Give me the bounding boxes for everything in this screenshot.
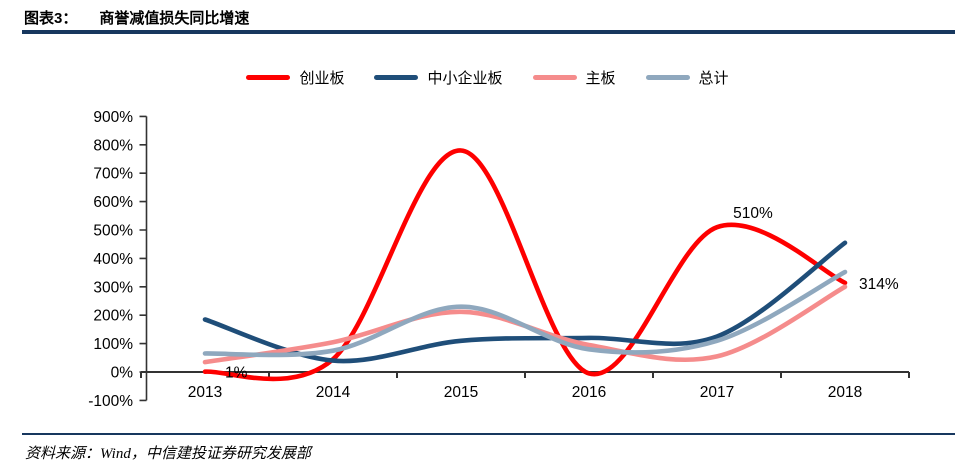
legend-label: 总计: [698, 70, 729, 87]
chart-legend: 创业板 中小企业板 主板 总计: [0, 67, 975, 88]
footer-divider: [22, 433, 955, 435]
legend-label: 创业板: [299, 70, 345, 87]
legend-label: 中小企业板: [427, 70, 503, 87]
y-axis: [139, 115, 148, 402]
legend-swatch: [374, 75, 419, 80]
x-axis-tick-label: 2013: [188, 384, 222, 401]
data-label-2: 510%: [733, 205, 773, 222]
y-axis-tick-label: 700%: [93, 166, 133, 183]
header-divider: [22, 30, 955, 34]
legend-item-4: 总计: [645, 67, 729, 88]
y-axis-tick-label: 600%: [93, 194, 133, 211]
x-axis-tick-label: 2017: [700, 384, 734, 401]
legend-item-1: 创业板: [246, 67, 344, 88]
legend-item-2: 中小企业板: [374, 67, 503, 88]
data-label-3: 314%: [859, 276, 899, 293]
figure-label: 图表3：: [24, 10, 78, 27]
y-axis-tick-label: 100%: [93, 336, 133, 353]
series-line-2: [202, 240, 848, 364]
figure-header: 图表3： 商誉减值损失同比增速: [24, 7, 249, 28]
y-axis-tick-label: 300%: [93, 279, 133, 296]
source-note: 资料来源：Wind，中信建投证券研究发展部: [25, 446, 311, 462]
y-axis-tick-label: -100%: [88, 393, 133, 410]
y-axis-tick-label: 200%: [93, 308, 133, 325]
y-axis-tick-label: 500%: [93, 223, 133, 240]
legend-item-3: 主板: [532, 67, 616, 88]
legend-swatch: [246, 75, 291, 80]
legend-swatch: [645, 75, 690, 80]
series-line-4: [202, 269, 848, 358]
x-axis-tick-label: 2015: [444, 384, 478, 401]
y-axis-tick-label: 0%: [111, 365, 134, 382]
y-axis-tick-label: 800%: [93, 137, 133, 154]
y-axis-tick-label: 900%: [93, 109, 133, 126]
x-axis: [140, 371, 910, 378]
y-axis-tick-label: 400%: [93, 251, 133, 268]
x-axis-tick-label: 2016: [572, 384, 606, 401]
legend-swatch: [532, 75, 577, 80]
figure-title: 商誉减值损失同比增速: [99, 10, 250, 27]
data-label-1: 1%: [225, 365, 248, 382]
legend-label: 主板: [585, 70, 616, 87]
x-axis-tick-label: 2018: [828, 384, 862, 401]
x-axis-tick-label: 2014: [316, 384, 351, 401]
